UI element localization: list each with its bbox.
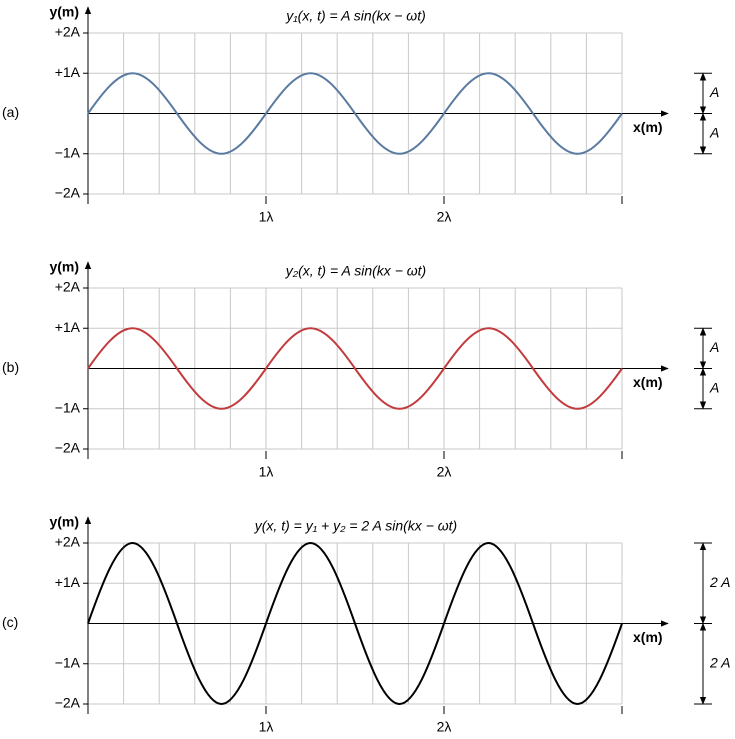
x-tick-label: 1λ [259,209,274,225]
y-axis-label: y(m) [49,259,79,275]
chart-title: y(x, t) = y₁ + y₂ = 2 A sin(kx − ωt) [254,518,457,534]
annotation-label: 2 A [709,574,731,590]
y-axis-label: y(m) [49,4,79,20]
annotation-label: A [709,124,719,140]
x-axis-label: x(m) [633,629,663,645]
chart-title: y₁(x, t) = A sin(kx − ωt) [285,8,426,24]
y-tick-label: −2A [55,695,81,711]
x-tick-label: 2λ [437,464,452,480]
x-axis-label: x(m) [633,374,663,390]
wave [87,327,623,410]
y-tick-label: +1A [55,574,81,590]
y-tick-label: −1A [55,144,81,160]
y-tick-label: −2A [55,440,81,456]
y-tick-label: +2A [55,534,81,550]
wave [87,72,623,155]
x-tick-label: 1λ [259,464,274,480]
wave [87,541,623,706]
y-tick-label: +1A [55,64,81,80]
y-tick-label: +2A [55,24,81,40]
panel-label: (c) [2,614,18,630]
y-tick-label: −2A [55,185,81,201]
annotation-label: A [709,84,719,100]
chart-title: y₂(x, t) = A sin(kx − ωt) [285,263,426,279]
annotation-label: A [709,339,719,355]
annotation-label: A [709,379,719,395]
panel-label: (a) [2,104,19,120]
y-tick-label: −1A [55,654,81,670]
x-tick-label: 2λ [437,209,452,225]
x-tick-label: 1λ [259,719,274,735]
y-tick-label: −1A [55,399,81,415]
y-tick-label: +2A [55,279,81,295]
x-tick-label: 2λ [437,719,452,735]
y-tick-label: +1A [55,319,81,335]
panel-label: (b) [2,359,19,375]
y-axis-label: y(m) [49,514,79,530]
x-axis-label: x(m) [633,119,663,135]
annotation-label: 2 A [709,654,731,670]
